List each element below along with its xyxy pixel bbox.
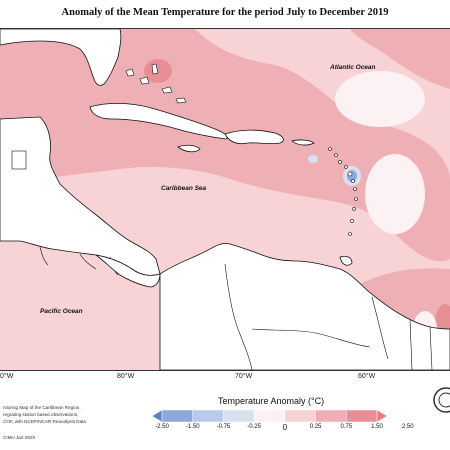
legend-color-cell xyxy=(376,409,387,423)
anomaly-patch-atlantic-light xyxy=(335,71,425,127)
legend-tick-label: -2.50 xyxy=(155,424,169,430)
land-panama xyxy=(95,254,161,288)
anomaly-region-atlantic-ne xyxy=(350,29,450,89)
anomaly-spot-leeward xyxy=(308,155,318,163)
land-central-america xyxy=(0,116,161,276)
legend-tick-label: -0.75 xyxy=(216,424,231,430)
legend-color-cell xyxy=(284,409,316,423)
legend-colorbar xyxy=(152,409,387,423)
legend-tick-label: -0.25 xyxy=(247,424,261,430)
anomaly-map xyxy=(0,28,450,371)
legend-tick-label: 2.50 xyxy=(401,424,414,430)
legend-tick-label: -1.50 xyxy=(185,424,200,430)
legend-tick-label: 0 xyxy=(282,423,288,432)
legend-color-cell xyxy=(152,409,163,423)
anomaly-region-caribbean xyxy=(0,29,450,262)
land-borders xyxy=(39,246,433,370)
longitude-label: 60°W xyxy=(358,373,376,380)
ocean-label-caribbean: Caribbean Sea xyxy=(161,185,207,192)
footer-line: COF, with NCEP/NCAR Reanalysis Data xyxy=(3,419,86,424)
land-bahamas xyxy=(125,63,187,104)
legend-color-cell xyxy=(315,409,347,423)
land-detail-square xyxy=(11,150,27,170)
footer-line: nitoring Map of the Caribbean Region. xyxy=(3,405,81,410)
land-puerto-rico xyxy=(291,139,315,146)
anomaly-patch-bahamas xyxy=(144,59,172,83)
land-florida xyxy=(0,29,122,86)
land-trinidad xyxy=(339,255,353,266)
footer-line: regrating station based observations, xyxy=(3,412,79,417)
footer-credit: CIMH Jan-2020 xyxy=(3,435,36,440)
legend-title: Temperature Anomaly (°C) xyxy=(218,396,325,406)
legend-color-cell xyxy=(192,409,224,423)
land-lesser-antilles xyxy=(328,147,358,236)
land-jamaica xyxy=(177,144,201,153)
longitude-label: 80°W xyxy=(117,373,135,380)
cimh-logo xyxy=(433,387,450,413)
legend-tick-label: 0.25 xyxy=(309,424,322,430)
legend-color-cell xyxy=(161,409,193,423)
land-hispaniola xyxy=(224,129,284,145)
land-south-america xyxy=(159,242,450,370)
legend-tick-label: 0.75 xyxy=(340,424,353,430)
land-cuba xyxy=(89,102,228,140)
ocean-label-pacific: Pacific Ocean xyxy=(40,308,83,315)
legend-color-cell xyxy=(346,409,378,423)
legend-color-cell xyxy=(253,409,286,423)
map-canvas xyxy=(0,29,450,370)
anomaly-patch-antilles-light xyxy=(365,154,425,234)
ocean-label-atlantic: Atlantic Ocean xyxy=(330,64,376,71)
legend-color-cell xyxy=(223,409,255,423)
longitude-label: 70°W xyxy=(235,373,253,380)
map-title: Anomaly of the Mean Temperature for the … xyxy=(61,7,389,18)
longitude-label: 0°W xyxy=(0,373,14,380)
legend-tick-label: 1.50 xyxy=(371,424,383,430)
